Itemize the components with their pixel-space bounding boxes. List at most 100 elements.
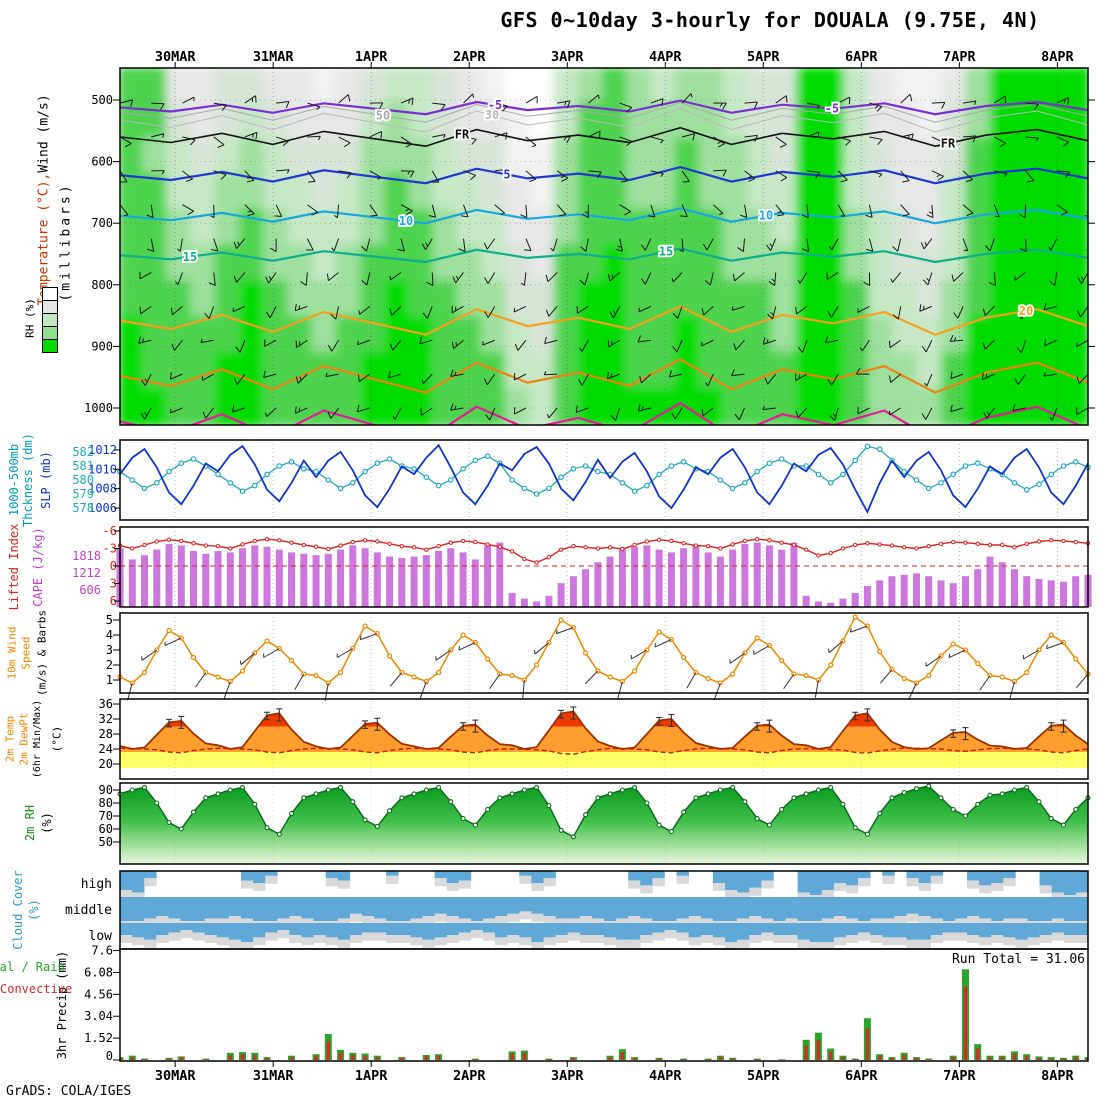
precip-bar-convective xyxy=(841,1057,845,1060)
thickness-marker xyxy=(153,479,160,486)
wind-barb xyxy=(734,272,745,282)
cloud-cell-gray-low xyxy=(785,935,798,943)
cloud-cell-gray-low xyxy=(253,937,266,946)
rh-cell xyxy=(553,351,582,392)
cape-bar xyxy=(839,598,847,607)
wind-barb xyxy=(1048,280,1056,286)
wind-barb xyxy=(285,101,290,109)
wind-barb xyxy=(244,204,255,215)
rh-cell xyxy=(311,173,340,213)
cloud-cell-blue-high xyxy=(761,871,774,881)
wind-barb xyxy=(772,306,777,320)
precip-bar-convective xyxy=(351,1055,355,1060)
cloud-cell-gray-middle xyxy=(325,921,339,923)
wind-barb xyxy=(1003,173,1008,178)
wind-barb xyxy=(830,306,839,318)
wind-barb xyxy=(431,170,440,183)
wind-barb xyxy=(744,134,758,138)
cloud-cell-gray-middle xyxy=(640,918,653,923)
wind-barb xyxy=(400,204,413,212)
rh-cell xyxy=(142,280,171,320)
wind-barb xyxy=(868,238,874,252)
cape-bar xyxy=(202,553,210,607)
thickness-marker xyxy=(901,468,908,475)
rh-cell xyxy=(384,387,413,425)
thickness-marker xyxy=(141,485,148,492)
wind-barb xyxy=(1035,137,1039,142)
cloud-cell-blue-low xyxy=(967,923,980,935)
rh2m-marker xyxy=(460,816,466,822)
thickness-marker xyxy=(1036,481,1042,488)
wind-barb xyxy=(388,370,391,379)
wind-barb xyxy=(963,249,968,252)
thickness-marker xyxy=(558,474,564,481)
temp-contour xyxy=(120,165,1088,185)
wind10-marker xyxy=(1073,656,1079,662)
li-marker xyxy=(179,538,184,544)
wind-barb xyxy=(647,215,655,218)
rh-cell xyxy=(723,351,752,392)
rh-shading xyxy=(120,68,1088,425)
cape-bar xyxy=(1035,579,1043,607)
wind-barb xyxy=(419,339,433,345)
wind-barb xyxy=(907,134,910,139)
wind-barb xyxy=(984,339,995,350)
thickness-marker xyxy=(680,458,687,465)
wind-barb xyxy=(486,238,496,250)
wind-barb xyxy=(179,238,183,252)
temp-tick-label: 28 xyxy=(99,727,113,741)
rh-cell xyxy=(1013,101,1042,142)
wind-barb xyxy=(718,212,724,216)
rh-cell xyxy=(239,68,268,106)
rh-cell xyxy=(120,387,147,425)
cloud-cell-blue-high xyxy=(120,871,133,891)
wind-barb xyxy=(631,649,648,660)
thickness-marker xyxy=(448,477,454,483)
wind-barb xyxy=(585,238,589,252)
rh2m-marker xyxy=(129,787,135,793)
contour-label: -5 xyxy=(488,98,502,112)
li-marker xyxy=(987,542,993,548)
rh-cell xyxy=(384,101,413,142)
li-marker xyxy=(473,539,478,545)
cloud-cell-gray-middle xyxy=(180,921,193,923)
rh-cell xyxy=(747,137,776,178)
cloud-cell-gray-middle xyxy=(797,921,810,923)
wind-barb xyxy=(170,307,173,315)
cloud-cell-blue-low xyxy=(821,923,835,943)
wind-barb xyxy=(588,94,599,104)
rh-legend-cell xyxy=(42,313,58,327)
precip-bar-convective xyxy=(816,1039,820,1060)
wind-barb xyxy=(294,406,297,414)
thickness-marker xyxy=(852,457,858,464)
wind-barb xyxy=(494,132,508,138)
wind-barb xyxy=(681,93,692,104)
wind-barb xyxy=(359,305,371,315)
temp2m-axis-label-3: (6hr Min/Max) xyxy=(32,699,43,779)
cloud-cell-blue-middle xyxy=(991,897,1004,921)
wind-barb xyxy=(1034,103,1039,111)
cloud-cell-blue-middle xyxy=(180,897,193,921)
cloud-cell-blue-low xyxy=(555,923,568,935)
wind-barb xyxy=(709,272,714,286)
cape-tick-label: 1818 xyxy=(72,549,101,563)
rh-cell xyxy=(432,68,461,106)
wind-barb xyxy=(347,94,351,102)
wind-barb xyxy=(555,629,558,634)
wind10-marker xyxy=(901,675,907,682)
wind-barb xyxy=(1056,136,1069,143)
wind-barb xyxy=(888,375,892,383)
rh-cell xyxy=(819,137,848,178)
cloud-cell-blue-middle xyxy=(918,897,931,917)
cloud-cell-gray-middle xyxy=(458,918,472,923)
wind-barb xyxy=(988,282,996,286)
rh-cell xyxy=(505,351,534,392)
rh-cell xyxy=(674,315,703,356)
wind-barb xyxy=(982,308,986,316)
wind-barb xyxy=(514,305,527,313)
cloud-cell-gray-middle xyxy=(700,918,714,923)
rh2m-marker xyxy=(190,809,197,815)
cloud-cell-gray-middle xyxy=(289,916,302,923)
cape-tick-label: 606 xyxy=(79,583,101,597)
wind-barb xyxy=(840,179,848,183)
